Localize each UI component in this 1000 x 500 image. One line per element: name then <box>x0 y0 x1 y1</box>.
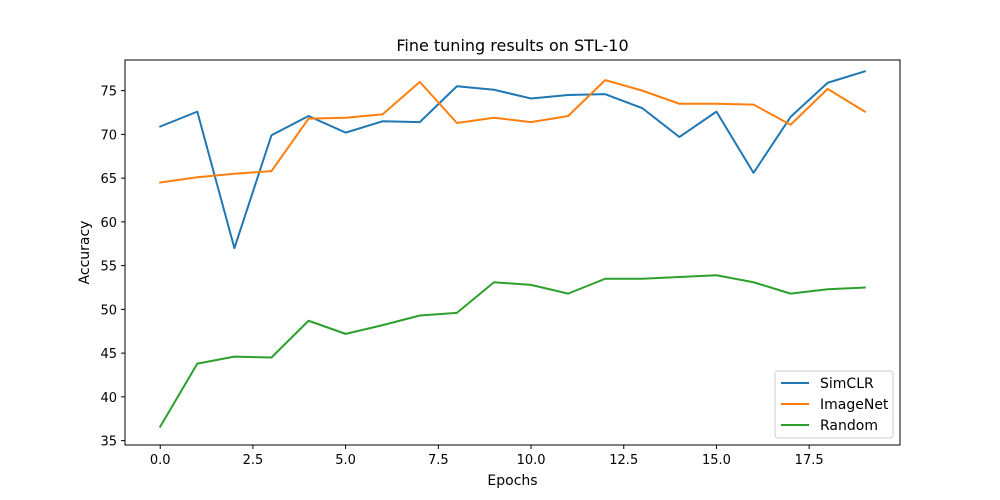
x-tick-label: 15.0 <box>702 453 731 468</box>
x-tick-label: 7.5 <box>428 453 449 468</box>
y-tick-label: 70 <box>100 128 117 143</box>
chart-title: Fine tuning results on STL-10 <box>396 36 628 55</box>
x-tick-label: 10.0 <box>517 453 546 468</box>
plot-frame <box>124 59 901 446</box>
x-axis-label: Epochs <box>487 473 537 489</box>
y-tick-label: 35 <box>100 435 117 450</box>
series-line-imagenet <box>159 79 867 184</box>
plot-lines <box>158 70 867 428</box>
legend-label-imagenet: ImageNet <box>820 397 889 413</box>
x-axis: 0.0 2.5 5.0 7.5 10.0 12.5 15.0 17.5 <box>150 445 824 468</box>
y-axis-label: Accuracy <box>77 221 93 285</box>
series-line-random <box>158 274 866 428</box>
legend: SimCLR ImageNet Random <box>774 370 894 439</box>
y-tick-label: 55 <box>100 260 117 275</box>
x-tick-label: 5.0 <box>335 453 356 468</box>
y-axis: 35 40 45 50 55 60 65 70 75 <box>100 85 125 450</box>
x-tick-label: 2.5 <box>243 453 264 468</box>
x-tick-label: 0.0 <box>150 453 171 468</box>
y-tick-label: 60 <box>100 216 117 231</box>
y-tick-label: 65 <box>100 172 117 187</box>
y-tick-label: 45 <box>100 347 117 362</box>
y-tick-label: 40 <box>100 391 117 406</box>
legend-box <box>774 370 894 439</box>
series-line-simclr <box>158 70 867 250</box>
y-tick-label: 75 <box>100 85 117 100</box>
legend-label-random: Random <box>820 418 878 434</box>
legend-label-simclr: SimCLR <box>820 376 874 392</box>
x-tick-label: 17.5 <box>795 453 824 468</box>
y-tick-label: 50 <box>100 303 117 318</box>
x-tick-label: 12.5 <box>609 453 638 468</box>
